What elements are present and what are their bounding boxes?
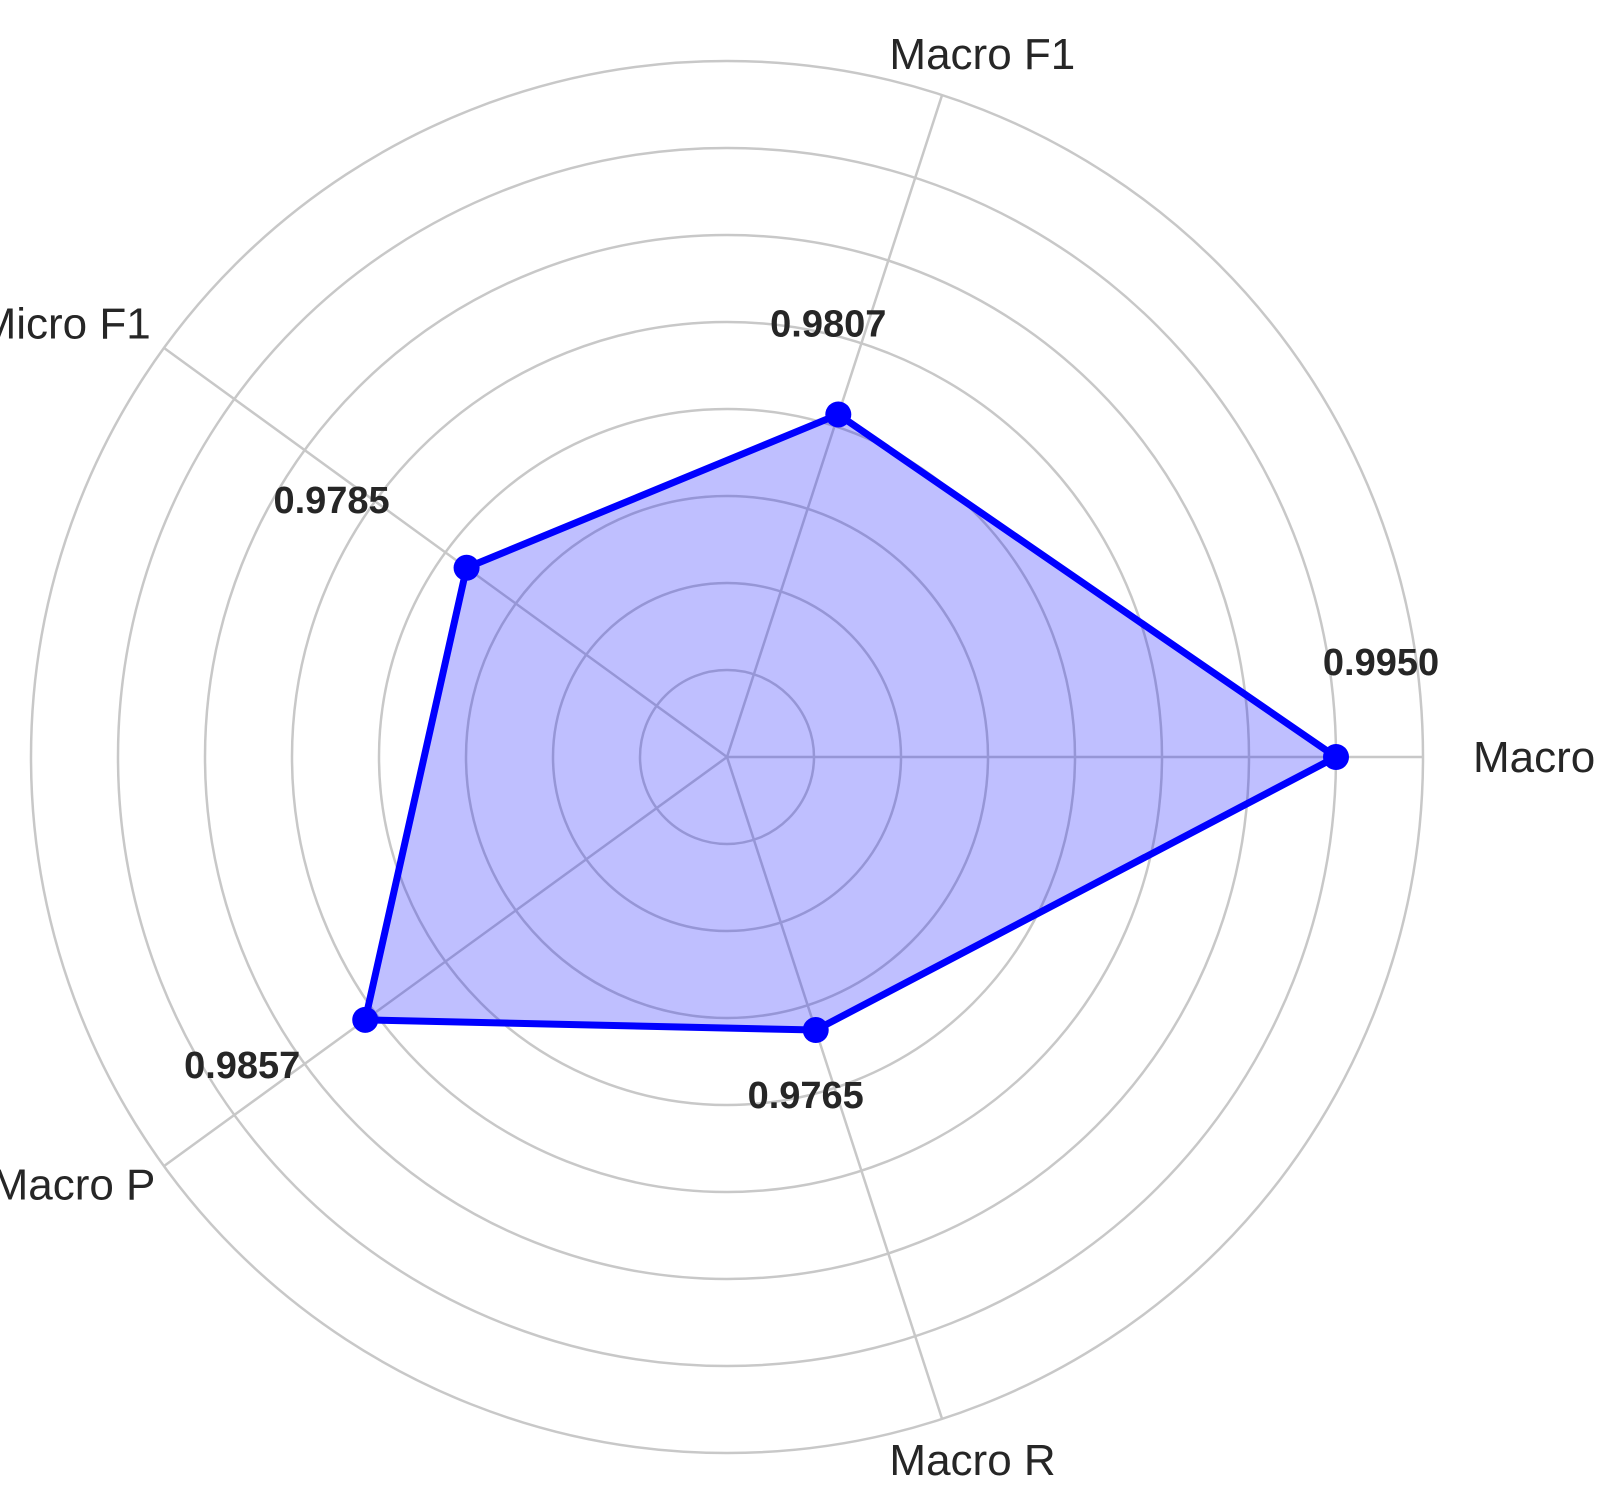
axis-spoke <box>163 755 728 1168</box>
data-point <box>1323 744 1349 770</box>
value-label: 0.9950 <box>1323 642 1439 684</box>
radar-labels: Macro AP 0.9950 Macro F1 0.9807 Micro F1 0.97… <box>0 30 1598 1485</box>
value-label: 0.9857 <box>184 1045 300 1087</box>
series-area <box>361 410 1340 1034</box>
value-label: 0.9807 <box>770 303 886 345</box>
data-point <box>825 401 852 428</box>
value-label: 0.9785 <box>273 480 389 522</box>
axis-label: Macro AP <box>1473 733 1598 782</box>
axis-label: Macro R <box>889 1436 1055 1485</box>
axis-label: Macro P <box>0 1161 155 1210</box>
value-label: 0.9765 <box>748 1075 864 1117</box>
data-point <box>802 1017 829 1044</box>
data-point <box>352 1006 379 1033</box>
axis-spoke <box>163 346 728 759</box>
radar-series <box>352 401 1349 1044</box>
data-point <box>453 554 480 581</box>
axis-spoke <box>725 756 944 1420</box>
axis-label: Micro F1 <box>0 299 151 348</box>
axis-label: Macro F1 <box>889 30 1075 79</box>
radar-grid <box>29 59 1425 1455</box>
